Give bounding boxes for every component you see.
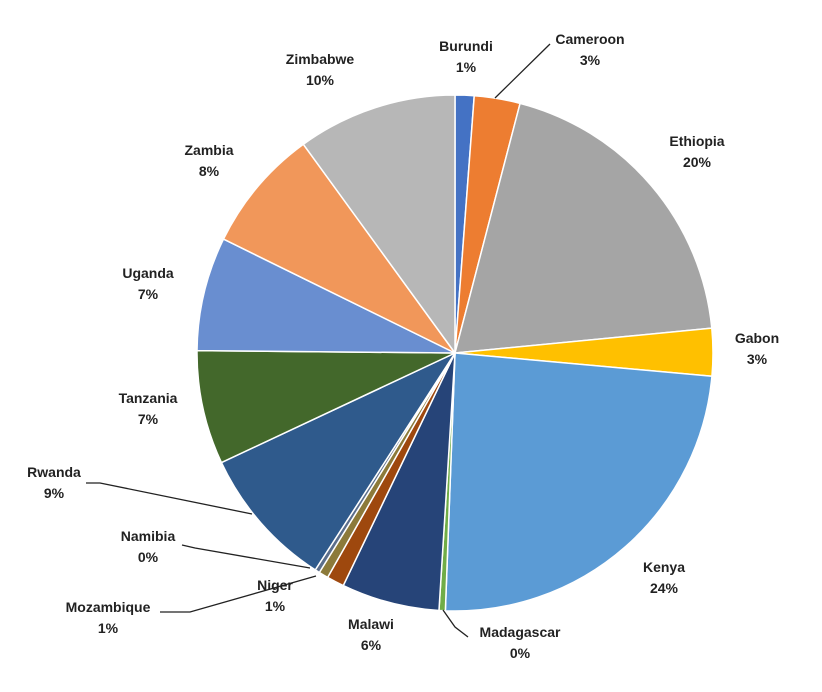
leader-line-mozambique xyxy=(160,575,317,613)
slice-percent-gabon: 3% xyxy=(747,351,768,367)
slice-percent-malawi: 6% xyxy=(361,637,382,653)
slice-label-uganda: Uganda xyxy=(122,265,174,281)
slice-percent-tanzania: 7% xyxy=(138,411,159,427)
pie-slices xyxy=(196,94,714,612)
slice-percent-niger: 1% xyxy=(265,598,286,614)
pie-slice-ethiopia xyxy=(454,102,713,354)
slice-percent-namibia: 0% xyxy=(138,549,159,565)
slice-percent-rwanda: 9% xyxy=(44,485,65,501)
pie-slice-tanzania xyxy=(196,349,456,464)
pie-slice-zambia xyxy=(222,143,456,354)
slice-labels: Burundi 1% Cameroon 3% Ethiopia 20% Gabon 3% Ken… xyxy=(27,31,779,661)
pie-slice-rwanda xyxy=(220,352,456,571)
leader-line-madagascar xyxy=(442,609,469,638)
slice-percent-uganda: 7% xyxy=(138,286,159,302)
slice-label-namibia: Namibia xyxy=(121,528,176,544)
slice-percent-zimbabwe: 10% xyxy=(306,72,335,88)
slice-label-tanzania: Tanzania xyxy=(119,390,178,406)
pie-slice-uganda xyxy=(196,238,456,354)
slice-percent-cameroon: 3% xyxy=(580,52,601,68)
slice-label-niger: Niger xyxy=(257,577,293,593)
slice-label-cameroon: Cameroon xyxy=(555,31,624,47)
slice-label-madagascar: Madagascar xyxy=(480,624,561,640)
leader-line-cameroon xyxy=(494,43,551,99)
slice-label-ethiopia: Ethiopia xyxy=(669,133,724,149)
slice-label-zimbabwe: Zimbabwe xyxy=(286,51,355,67)
slice-label-kenya: Kenya xyxy=(643,559,685,575)
slice-percent-burundi: 1% xyxy=(456,59,477,75)
leader-lines xyxy=(86,43,551,638)
slice-label-rwanda: Rwanda xyxy=(27,464,81,480)
slice-percent-ethiopia: 20% xyxy=(683,154,712,170)
slice-percent-kenya: 24% xyxy=(650,580,679,596)
slice-label-gabon: Gabon xyxy=(735,330,779,346)
pie-slice-zimbabwe xyxy=(302,94,456,354)
slice-percent-mozambique: 1% xyxy=(98,620,119,636)
slice-label-burundi: Burundi xyxy=(439,38,493,54)
slice-percent-madagascar: 0% xyxy=(510,645,531,661)
leader-line-namibia xyxy=(181,544,311,569)
slice-label-mozambique: Mozambique xyxy=(66,599,151,615)
slice-label-zambia: Zambia xyxy=(184,142,233,158)
slice-percent-zambia: 8% xyxy=(199,163,220,179)
slice-label-malawi: Malawi xyxy=(348,616,394,632)
leader-line-rwanda xyxy=(86,482,253,515)
pie-slice-kenya xyxy=(444,352,713,612)
